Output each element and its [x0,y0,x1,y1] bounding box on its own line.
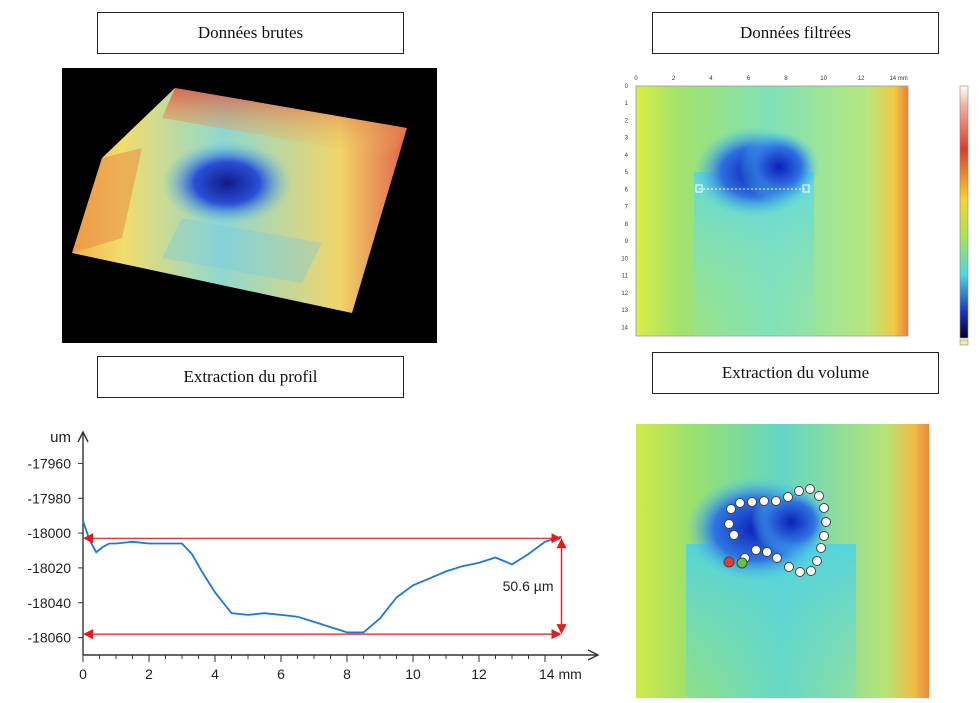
volume-map-svg [636,424,929,698]
x-tick-label: 14 mm [539,666,582,682]
filtered-height-map: 0 2 4 6 8 10 12 14 mm 0 1 2 3 4 5 6 7 8 9 10 11 12 13 14 [614,72,914,342]
profile-annotations: 50.6 µm [83,533,567,640]
contour-point[interactable] [771,496,781,506]
raw-3d-surface-image [62,68,437,343]
depth-arrowhead-down [556,624,567,635]
map-x-tick-label: 0 [634,76,638,82]
x-tick-label: 2 [145,666,153,682]
map-x-tick-label: 6 [747,76,751,82]
map-y-tick-label: 8 [625,222,629,228]
contour-point[interactable] [783,492,793,502]
y-tick-label: -18040 [27,595,71,611]
profile-chart: um -17960 -17980 -18000 -18020 -18040 -18060 0 2… [8,420,608,698]
map-x-tick-label: 4 [709,76,713,82]
y-tick-label: -17960 [27,455,71,471]
map-y-tick-label: 14 [621,325,628,331]
map-y-tick-label: 1 [625,101,629,107]
map-x-tick-label: 8 [784,76,788,82]
contour-point[interactable] [814,491,824,501]
x-axis-arrow [587,649,600,661]
map-y-tick-label: 2 [625,118,629,124]
color-scale-bar [958,78,978,348]
raw-3d-surface-svg [72,88,407,313]
x-tick-label: 8 [343,666,351,682]
volume-extraction-map [636,424,929,698]
map-y-tick-label: 6 [625,187,629,193]
x-tick-label: 10 [405,666,421,682]
depth-label: 50.6 µm [503,578,554,594]
contour-point[interactable] [759,496,769,506]
contour-point[interactable] [812,556,822,566]
profile-axes: um -17960 -17980 -18000 -18020 -18040 -18060 0 2… [27,429,600,682]
contour-start-point[interactable] [723,556,735,568]
contour-point[interactable] [724,519,734,529]
contour-point[interactable] [772,553,782,563]
map-y-tick-label: 9 [625,239,629,245]
map-x-tick-label: 14 mm [889,76,907,82]
y-tick-label: -17980 [27,490,71,506]
depth-arrowhead-up [556,538,567,549]
profile-chart-svg: um -17960 -17980 -18000 -18020 -18040 -18060 0 2… [27,429,600,682]
map-y-tick-label: 5 [625,170,629,176]
map-x-tick-label: 2 [672,76,676,82]
caption-filtered-data: Données filtrées [652,12,939,54]
contour-point[interactable] [735,498,745,508]
map-y-tick-label: 13 [621,308,628,314]
arrowhead-left [83,533,93,544]
map-x-tick-label: 10 [820,76,827,82]
map-y-tick-label: 11 [622,274,629,280]
contour-point[interactable] [747,497,757,507]
profile-series [82,520,562,634]
contour-point[interactable] [821,517,831,527]
contour-point[interactable] [794,486,804,496]
contour-point[interactable] [816,543,826,553]
volume-contour-points[interactable] [723,484,831,577]
map-y-tick-label: 3 [625,136,629,142]
contour-end-point[interactable] [736,557,748,569]
contour-point[interactable] [806,566,816,576]
caption-raw-data: Données brutes [97,12,404,54]
contour-point[interactable] [726,504,736,514]
map-y-tick-label: 10 [621,256,628,262]
x-tick-label: 6 [277,666,285,682]
contour-point[interactable] [729,530,739,540]
arrowhead-right [551,629,562,640]
contour-point[interactable] [795,567,805,577]
map-y-tick-label: 7 [625,205,629,211]
y-axis-unit-label: um [50,429,71,446]
contour-point[interactable] [784,562,794,572]
x-tick-label: 4 [211,666,219,682]
color-scale-svg [959,85,969,346]
x-tick-label: 12 [471,666,487,682]
contour-point[interactable] [805,484,815,494]
y-tick-label: -18060 [27,630,71,646]
y-tick-label: -18000 [27,525,71,541]
caption-volume-extraction: Extraction du volume [652,352,939,394]
contour-point[interactable] [819,531,829,541]
arrowhead-right [551,533,562,544]
arrowhead-left [83,629,93,640]
contour-point[interactable] [762,547,772,557]
profile-line [82,520,562,634]
filtered-map-x-ticks: 0 2 4 6 8 10 12 14 mm [634,76,907,82]
caption-profile-extraction: Extraction du profil [97,356,404,398]
map-y-tick-label: 0 [625,84,629,90]
map-x-tick-label: 12 [858,76,865,82]
contour-point[interactable] [751,545,761,555]
x-tick-label: 0 [79,666,87,682]
map-y-tick-label: 12 [621,291,628,297]
y-axis-arrow [77,430,89,443]
map-y-tick-label: 4 [625,153,629,159]
y-tick-label: -18020 [27,560,71,576]
contour-point[interactable] [819,503,829,513]
